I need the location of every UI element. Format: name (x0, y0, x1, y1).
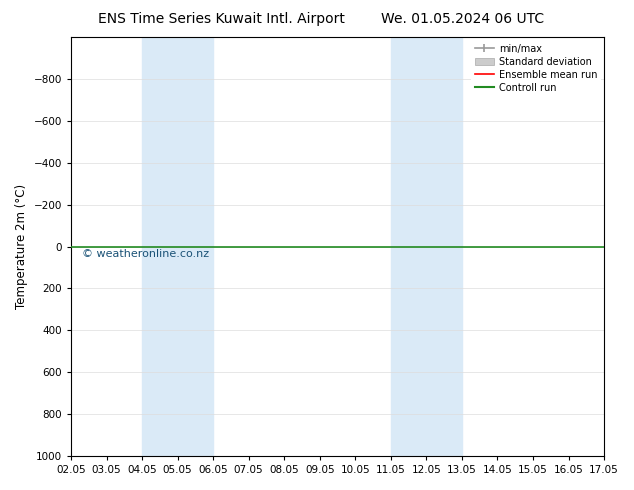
Text: We. 01.05.2024 06 UTC: We. 01.05.2024 06 UTC (381, 12, 545, 26)
Y-axis label: Temperature 2m (°C): Temperature 2m (°C) (15, 184, 28, 309)
Legend: min/max, Standard deviation, Ensemble mean run, Controll run: min/max, Standard deviation, Ensemble me… (470, 40, 601, 97)
Bar (391, 37, 462, 456)
Bar (142, 37, 213, 456)
Text: ENS Time Series Kuwait Intl. Airport: ENS Time Series Kuwait Intl. Airport (98, 12, 346, 26)
Text: © weatheronline.co.nz: © weatheronline.co.nz (82, 248, 209, 259)
